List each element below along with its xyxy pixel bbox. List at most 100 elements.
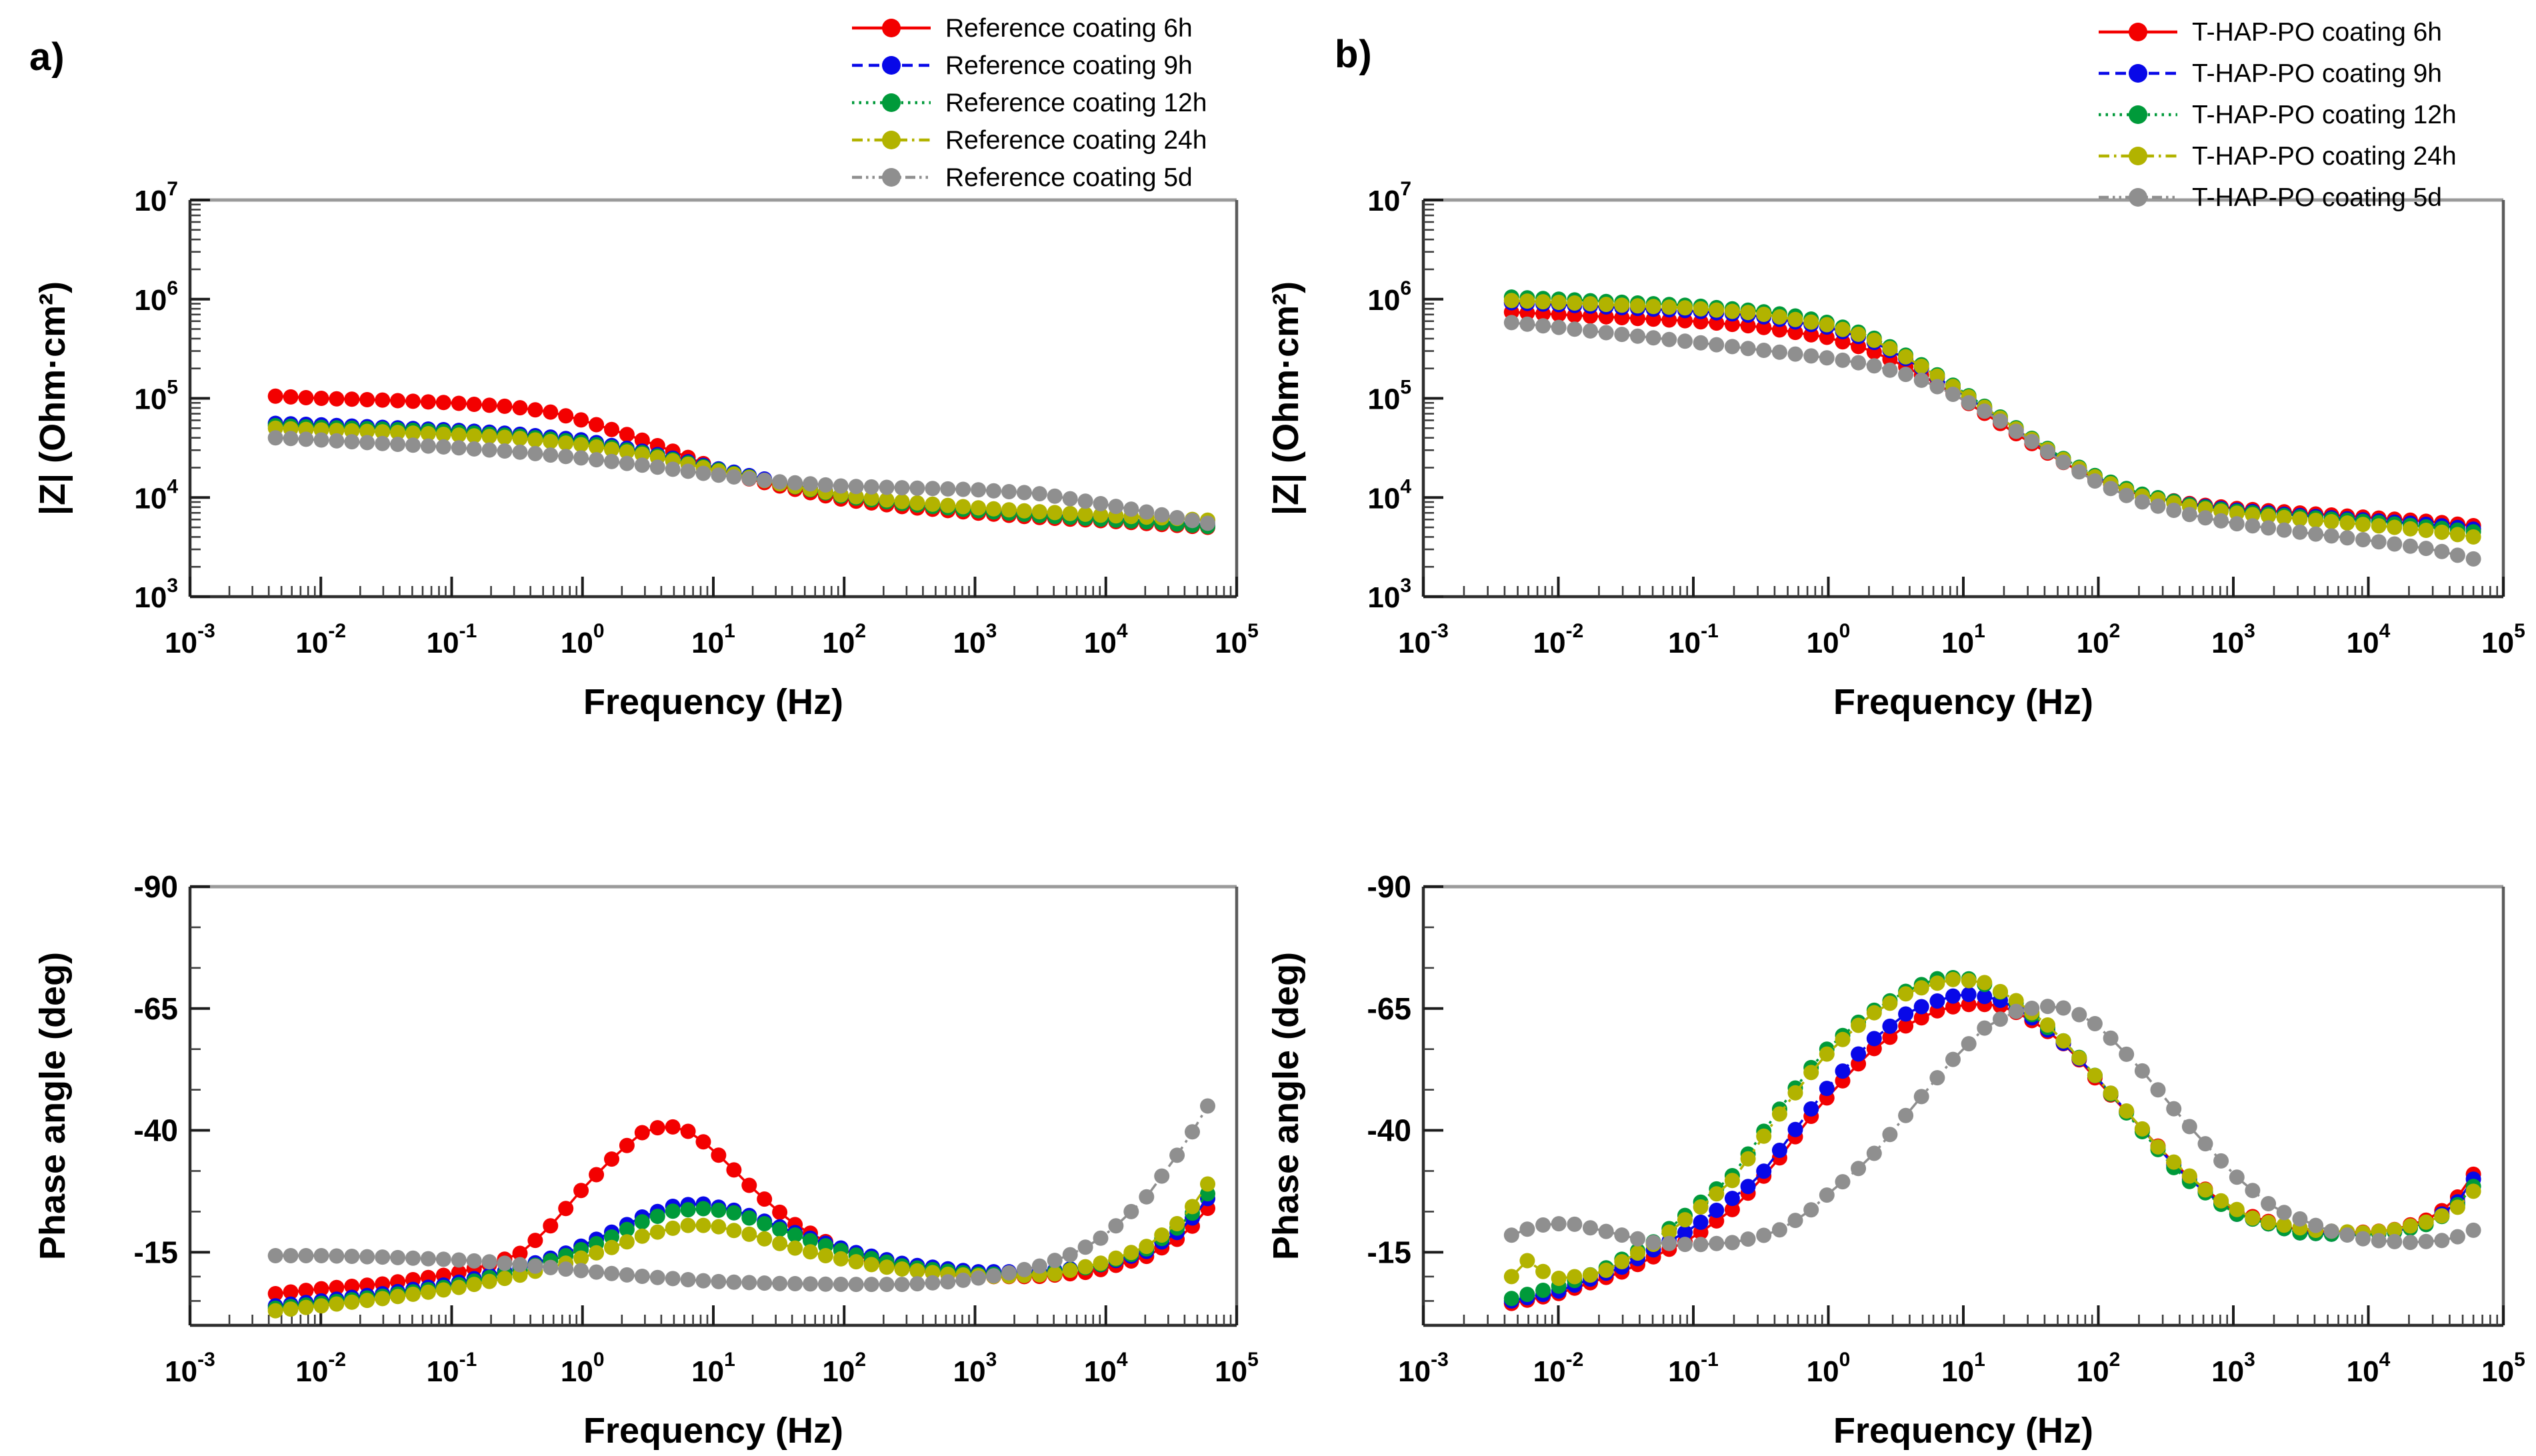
svg-text:104: 104 [134, 475, 178, 515]
svg-text:10-2: 10-2 [1533, 1349, 1584, 1388]
svg-text:106: 106 [134, 277, 178, 317]
y-axis-title-a-phase: Phase angle (deg) [33, 952, 73, 1260]
svg-text:101: 101 [691, 1349, 735, 1388]
svg-text:-40: -40 [1367, 1113, 1411, 1148]
legend-label: T-HAP-PO coating 6h [2192, 18, 2442, 47]
y-axis-title-b-phase: Phase angle (deg) [1266, 952, 1306, 1260]
x-axis-title-a-phase: Frequency (Hz) [583, 1411, 843, 1451]
legend-a-impedance: Reference coating 6h Reference coating 9h… [852, 14, 1207, 192]
legend-label: Reference coating 5d [945, 163, 1193, 192]
svg-text:-15: -15 [1367, 1235, 1411, 1269]
svg-text:101: 101 [1941, 1349, 1985, 1388]
y-axis-title-a-impedance: |Z| (Ohm·cm²) [33, 281, 73, 515]
axis-titles: Frequency (Hz) |Z| (Ohm·cm²) [33, 281, 843, 722]
svg-text:105: 105 [1215, 620, 1259, 659]
series-t-hap-po-coating-5d [1503, 315, 2481, 567]
panel-label-b: b) [1335, 33, 1373, 76]
axis-titles: Frequency (Hz) |Z| (Ohm·cm²) [1266, 281, 2093, 722]
svg-text:107: 107 [134, 178, 178, 217]
series-reference-coating-5d [267, 430, 1215, 531]
legend-label: Reference coating 24h [945, 126, 1207, 155]
series-reference-coating-24h [267, 420, 1215, 528]
axis-tick-labels: 10-3 10-2 10-1 100 101 102 103 104 105 103 104 105 1… [134, 178, 1258, 659]
axis-titles: Frequency (Hz) Phase angle (deg) [1266, 952, 2093, 1451]
panel-label-a: a) [29, 35, 65, 79]
svg-text:104: 104 [2347, 1349, 2391, 1388]
legend-label: Reference coating 9h [945, 51, 1193, 80]
axis-tick-labels: 10-3 10-2 10-1 100 101 102 103 104 105 103 104 105 1… [1367, 178, 2525, 659]
legend-item-reference-coating-5d: Reference coating 5d [852, 163, 1193, 192]
svg-text:103: 103 [1367, 575, 1411, 614]
svg-text:10-2: 10-2 [295, 620, 346, 659]
axis-ticks [1422, 885, 2505, 1325]
svg-text:103: 103 [134, 575, 178, 614]
series-t-hap-po-coating-5d [1503, 999, 2481, 1253]
axis-tick-labels: 10-3 10-2 10-1 100 101 102 103 104 105 -90 -65 -40 -… [1367, 869, 2525, 1388]
svg-text:10-3: 10-3 [165, 1349, 215, 1388]
series-reference-coating-5d [267, 1098, 1215, 1293]
series-reference-coating-24h [267, 1176, 1215, 1319]
svg-text:107: 107 [1367, 178, 1411, 217]
legend-item-t-hap-po-coating-5d: T-HAP-PO coating 5d [2099, 183, 2442, 212]
svg-text:103: 103 [953, 1349, 997, 1388]
svg-text:106: 106 [1367, 277, 1411, 317]
svg-text:105: 105 [1367, 377, 1411, 416]
legend-item-t-hap-po-coating-12h: T-HAP-PO coating 12h [2099, 101, 2457, 129]
svg-text:-65: -65 [134, 991, 178, 1026]
axis-titles: Frequency (Hz) Phase angle (deg) [33, 952, 843, 1451]
svg-text:101: 101 [1941, 620, 1985, 659]
svg-text:102: 102 [822, 1349, 866, 1388]
legend-item-reference-coating-12h: Reference coating 12h [852, 89, 1207, 117]
chart-b-phase: 10-3 10-2 10-1 100 101 102 103 104 105 -90 -65 -40 -… [1266, 869, 2525, 1451]
chart-a-impedance: 10-3 10-2 10-1 100 101 102 103 104 105 103 104 105 1… [33, 14, 1259, 722]
svg-text:105: 105 [1215, 1349, 1259, 1388]
y-axis-title-b-impedance: |Z| (Ohm·cm²) [1266, 281, 1307, 515]
axis-ticks [1422, 199, 2505, 598]
svg-text:104: 104 [1367, 475, 1411, 515]
plot-frame [1421, 885, 2505, 1327]
svg-text:10-1: 10-1 [427, 1349, 477, 1388]
svg-text:10-1: 10-1 [427, 620, 477, 659]
svg-text:-90: -90 [134, 869, 178, 904]
axis-ticks [189, 885, 1238, 1325]
svg-text:100: 100 [561, 1349, 605, 1388]
legend-item-t-hap-po-coating-9h: T-HAP-PO coating 9h [2099, 59, 2442, 88]
legend-label: T-HAP-PO coating 12h [2192, 101, 2457, 129]
svg-text:10-3: 10-3 [1398, 1349, 1449, 1388]
axis-ticks [189, 199, 1238, 598]
svg-text:-40: -40 [134, 1113, 178, 1148]
legend-label: T-HAP-PO coating 9h [2192, 59, 2442, 88]
legend-item-t-hap-po-coating-24h: T-HAP-PO coating 24h [2099, 142, 2457, 171]
svg-text:103: 103 [2211, 1349, 2255, 1388]
svg-text:103: 103 [2211, 620, 2255, 659]
svg-text:102: 102 [822, 620, 866, 659]
legend-label: T-HAP-PO coating 5d [2192, 183, 2442, 212]
legend-item-reference-coating-6h: Reference coating 6h [852, 14, 1193, 43]
legend-b-impedance: T-HAP-PO coating 6h T-HAP-PO coating 9h T-… [2099, 18, 2457, 212]
legend-label: Reference coating 12h [945, 89, 1207, 117]
svg-text:100: 100 [1807, 620, 1851, 659]
legend-item-reference-coating-24h: Reference coating 24h [852, 126, 1207, 155]
svg-text:104: 104 [1084, 620, 1128, 659]
svg-text:103: 103 [953, 620, 997, 659]
svg-text:104: 104 [2347, 620, 2391, 659]
legend-label: Reference coating 6h [945, 14, 1193, 43]
svg-text:-90: -90 [1367, 869, 1411, 904]
svg-text:10-2: 10-2 [295, 1349, 346, 1388]
x-axis-title-b-impedance: Frequency (Hz) [1833, 682, 2093, 722]
chart-b-impedance: 10-3 10-2 10-1 100 101 102 103 104 105 103 104 105 1… [1266, 18, 2525, 722]
x-axis-title-a-impedance: Frequency (Hz) [583, 682, 843, 722]
chart-a-phase: 10-3 10-2 10-1 100 101 102 103 104 105 -90 -65 -40 -… [33, 869, 1259, 1451]
svg-text:104: 104 [1084, 1349, 1128, 1388]
svg-text:10-3: 10-3 [1398, 620, 1449, 659]
svg-text:105: 105 [2481, 1349, 2525, 1388]
svg-text:10-1: 10-1 [1668, 620, 1719, 659]
legend-item-reference-coating-9h: Reference coating 9h [852, 51, 1193, 80]
svg-text:102: 102 [2077, 620, 2121, 659]
legend-label: T-HAP-PO coating 24h [2192, 142, 2457, 171]
svg-text:100: 100 [561, 620, 605, 659]
svg-text:-65: -65 [1367, 991, 1411, 1026]
svg-text:102: 102 [2077, 1349, 2121, 1388]
svg-text:-15: -15 [134, 1235, 178, 1269]
